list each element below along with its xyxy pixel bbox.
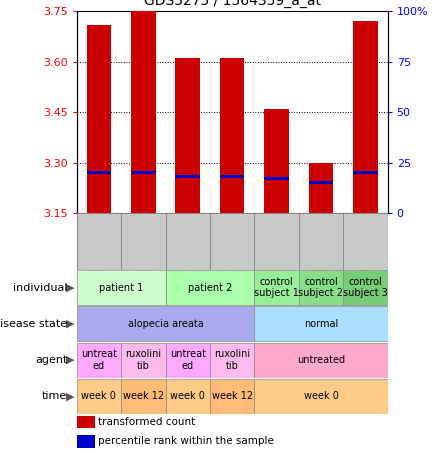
Bar: [87, 25, 111, 213]
Text: week 0: week 0: [81, 391, 117, 401]
Bar: [254, 343, 388, 377]
Bar: [210, 379, 254, 414]
Bar: [77, 379, 121, 414]
Text: individual: individual: [13, 283, 67, 293]
Bar: [77, 270, 166, 305]
Text: ▶: ▶: [66, 355, 74, 365]
Bar: [254, 379, 388, 414]
Bar: [166, 343, 210, 377]
Bar: [210, 213, 254, 270]
Bar: [176, 175, 200, 178]
Bar: [131, 171, 155, 174]
Bar: [131, 11, 155, 213]
Bar: [220, 175, 244, 178]
Bar: [309, 181, 333, 184]
Title: GDS5275 / 1564359_a_at: GDS5275 / 1564359_a_at: [144, 0, 321, 8]
Bar: [77, 343, 121, 377]
Text: disease state: disease state: [0, 319, 67, 329]
Bar: [254, 307, 388, 341]
Bar: [343, 213, 388, 270]
Text: ▶: ▶: [66, 283, 74, 293]
Bar: [220, 58, 244, 213]
Bar: [299, 270, 343, 305]
Text: control
subject 1: control subject 1: [254, 277, 299, 299]
Bar: [176, 58, 200, 213]
Text: normal: normal: [304, 319, 338, 329]
Bar: [343, 270, 388, 305]
Bar: [121, 213, 166, 270]
Text: patient 1: patient 1: [99, 283, 143, 293]
Bar: [121, 379, 166, 414]
Text: ruxolini
tib: ruxolini tib: [125, 349, 161, 371]
Bar: [166, 213, 210, 270]
Bar: [87, 171, 111, 174]
Text: control
subject 2: control subject 2: [298, 277, 343, 299]
Text: percentile rank within the sample: percentile rank within the sample: [99, 437, 274, 447]
Text: untreat
ed: untreat ed: [81, 349, 117, 371]
Bar: [353, 171, 378, 174]
Bar: [265, 177, 289, 180]
Bar: [299, 213, 343, 270]
Bar: [77, 213, 121, 270]
Text: patient 2: patient 2: [188, 283, 232, 293]
Text: alopecia areata: alopecia areata: [127, 319, 203, 329]
Text: untreated: untreated: [297, 355, 345, 365]
Text: ruxolini
tib: ruxolini tib: [214, 349, 250, 371]
Text: week 12: week 12: [123, 391, 164, 401]
Bar: [254, 213, 299, 270]
Bar: [353, 21, 378, 213]
Text: ▶: ▶: [66, 319, 74, 329]
Bar: [166, 270, 254, 305]
Text: week 0: week 0: [304, 391, 339, 401]
Bar: [121, 343, 166, 377]
Bar: [265, 109, 289, 213]
Text: control
subject 3: control subject 3: [343, 277, 388, 299]
Bar: [77, 416, 95, 429]
Text: agent: agent: [35, 355, 67, 365]
Bar: [166, 379, 210, 414]
Bar: [254, 270, 299, 305]
Bar: [210, 343, 254, 377]
Text: transformed count: transformed count: [99, 417, 196, 427]
Text: week 12: week 12: [212, 391, 253, 401]
Text: week 0: week 0: [170, 391, 205, 401]
Bar: [77, 307, 254, 341]
Text: ▶: ▶: [66, 391, 74, 401]
Text: time: time: [42, 391, 67, 401]
Text: untreat
ed: untreat ed: [170, 349, 206, 371]
Bar: [77, 435, 95, 448]
Bar: [309, 163, 333, 213]
